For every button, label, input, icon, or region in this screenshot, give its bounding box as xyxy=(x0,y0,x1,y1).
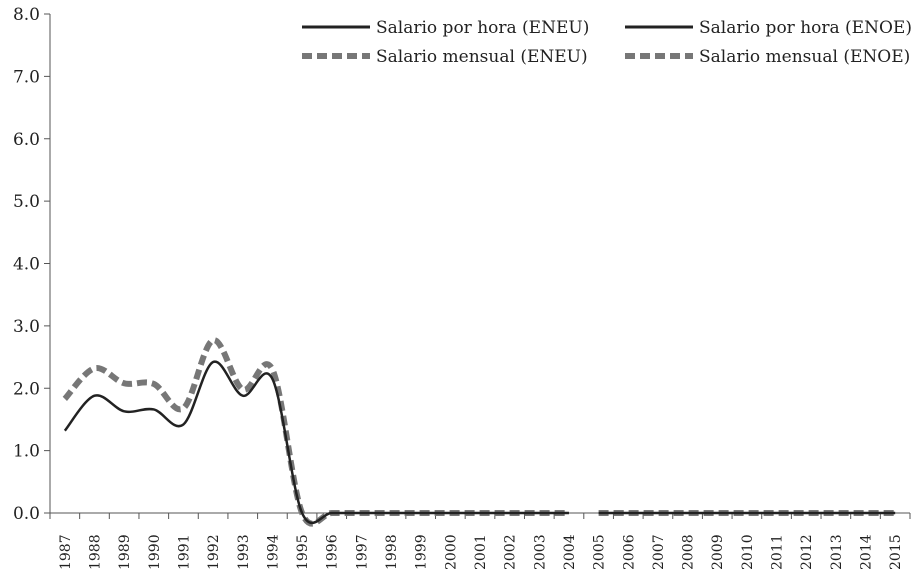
x-tick-label: 1992 xyxy=(206,534,222,570)
x-tick-labels: 1987 1988 1989 1990 1991 1992 1993 1994 1995 1996… xyxy=(58,534,904,570)
x-tick-label: 1991 xyxy=(176,534,192,570)
x-tick-label: 2015 xyxy=(888,534,904,570)
x-tick-label: 1987 xyxy=(58,534,74,570)
y-tick-label: 7.0 xyxy=(13,67,40,87)
x-tick-label: 1995 xyxy=(295,534,311,570)
x-tick-label: 1993 xyxy=(236,534,252,570)
series-line-salario-por-hora-eneu xyxy=(63,360,569,525)
x-tick-label: 2012 xyxy=(799,534,815,570)
x-tick-label: 1996 xyxy=(325,534,341,570)
x-tick-label: 2010 xyxy=(740,534,756,570)
x-tick-label: 2005 xyxy=(592,534,608,570)
y-tick-labels: 0.0 1.0 2.0 3.0 4.0 5.0 6.0 7.0 8.0 xyxy=(13,5,40,524)
y-tick-label: 2.0 xyxy=(13,379,40,399)
x-tick-label: 2000 xyxy=(443,534,459,570)
series-lines xyxy=(62,337,896,527)
x-tick-label: 1994 xyxy=(265,534,281,570)
x-tick-label: 2002 xyxy=(503,534,519,570)
x-tick-label: 1998 xyxy=(384,534,400,570)
x-tick-label: 2013 xyxy=(829,534,845,570)
x-tick-label: 2009 xyxy=(710,534,726,570)
x-tick-label: 2003 xyxy=(532,534,548,570)
legend: Salario por hora (ENEU) Salario por hora … xyxy=(302,18,912,67)
legend-label-salario-por-hora-eneu: Salario por hora (ENEU) xyxy=(376,18,589,38)
legend-label-salario-mensual-eneu: Salario mensual (ENEU) xyxy=(376,47,588,67)
legend-label-salario-mensual-enoe: Salario mensual (ENOE) xyxy=(699,47,910,67)
x-tick-label: 1997 xyxy=(354,534,370,570)
axes xyxy=(44,13,911,519)
x-tick-label: 2014 xyxy=(859,534,875,570)
y-tick-label: 5.0 xyxy=(13,192,40,212)
y-tick-label: 6.0 xyxy=(13,130,40,150)
x-tick-label: 2004 xyxy=(562,534,578,570)
x-tick-label: 2006 xyxy=(621,534,637,570)
x-tick-label: 1990 xyxy=(147,534,163,570)
y-tick-label: 8.0 xyxy=(13,5,40,25)
y-tick-label: 3.0 xyxy=(13,317,40,337)
x-tick-label: 2011 xyxy=(770,534,786,570)
y-tick-label: 1.0 xyxy=(13,442,40,462)
x-tick-label: 2007 xyxy=(651,534,667,570)
x-tick-label: 1988 xyxy=(87,534,103,570)
x-tick-label: 2008 xyxy=(681,534,697,570)
legend-label-salario-por-hora-enoe: Salario por hora (ENOE) xyxy=(699,18,912,38)
y-tick-label: 4.0 xyxy=(13,255,40,275)
series-line-salario-mensual-eneu xyxy=(62,337,569,527)
x-tick-label: 2001 xyxy=(473,534,489,570)
x-tick-label: 1999 xyxy=(414,534,430,570)
y-tick-label: 0.0 xyxy=(13,504,40,524)
x-tick-label: 1989 xyxy=(117,534,133,570)
